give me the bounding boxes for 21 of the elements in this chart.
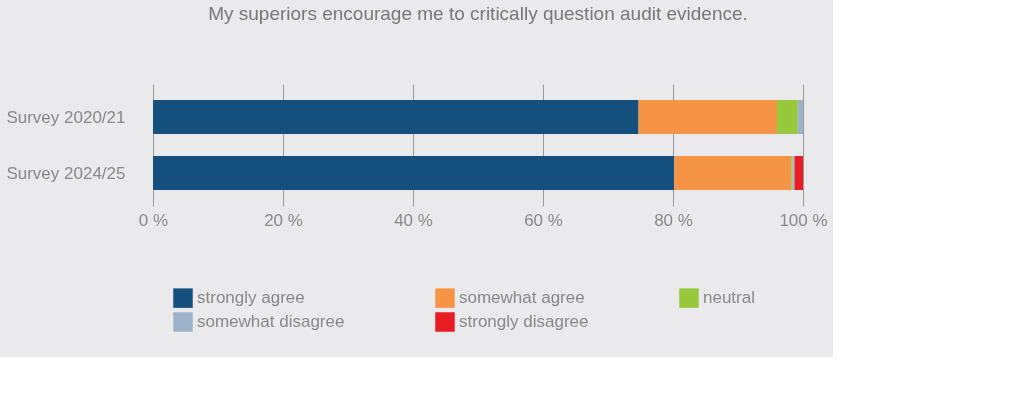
bar [777,100,798,134]
legend-label: somewhat agree [459,288,585,308]
legend-label: strongly agree [197,288,305,308]
y-tick-label: Survey 2020/21 [6,107,126,127]
x-tick-label: 20 % [264,210,303,230]
y-tick-label: Survey 2024/25 [6,163,126,183]
x-tick-label: 100 % [779,210,828,230]
bar [674,156,792,190]
x-tick-label: 40 % [394,210,433,230]
bar [153,156,675,190]
bar [153,100,639,134]
bar [794,156,803,190]
legend-label: neutral [703,288,755,308]
legend-label: somewhat disagree [197,312,345,331]
bar [638,100,777,134]
x-tick-label: 60 % [524,210,563,230]
bar [797,100,803,134]
x-tick-label: 0 % [138,210,169,230]
legend-label: strongly disagree [459,312,589,331]
chart-title: My superiors encourage me to critically question audit evidence. [208,3,748,24]
x-tick-label: 80 % [654,210,693,230]
